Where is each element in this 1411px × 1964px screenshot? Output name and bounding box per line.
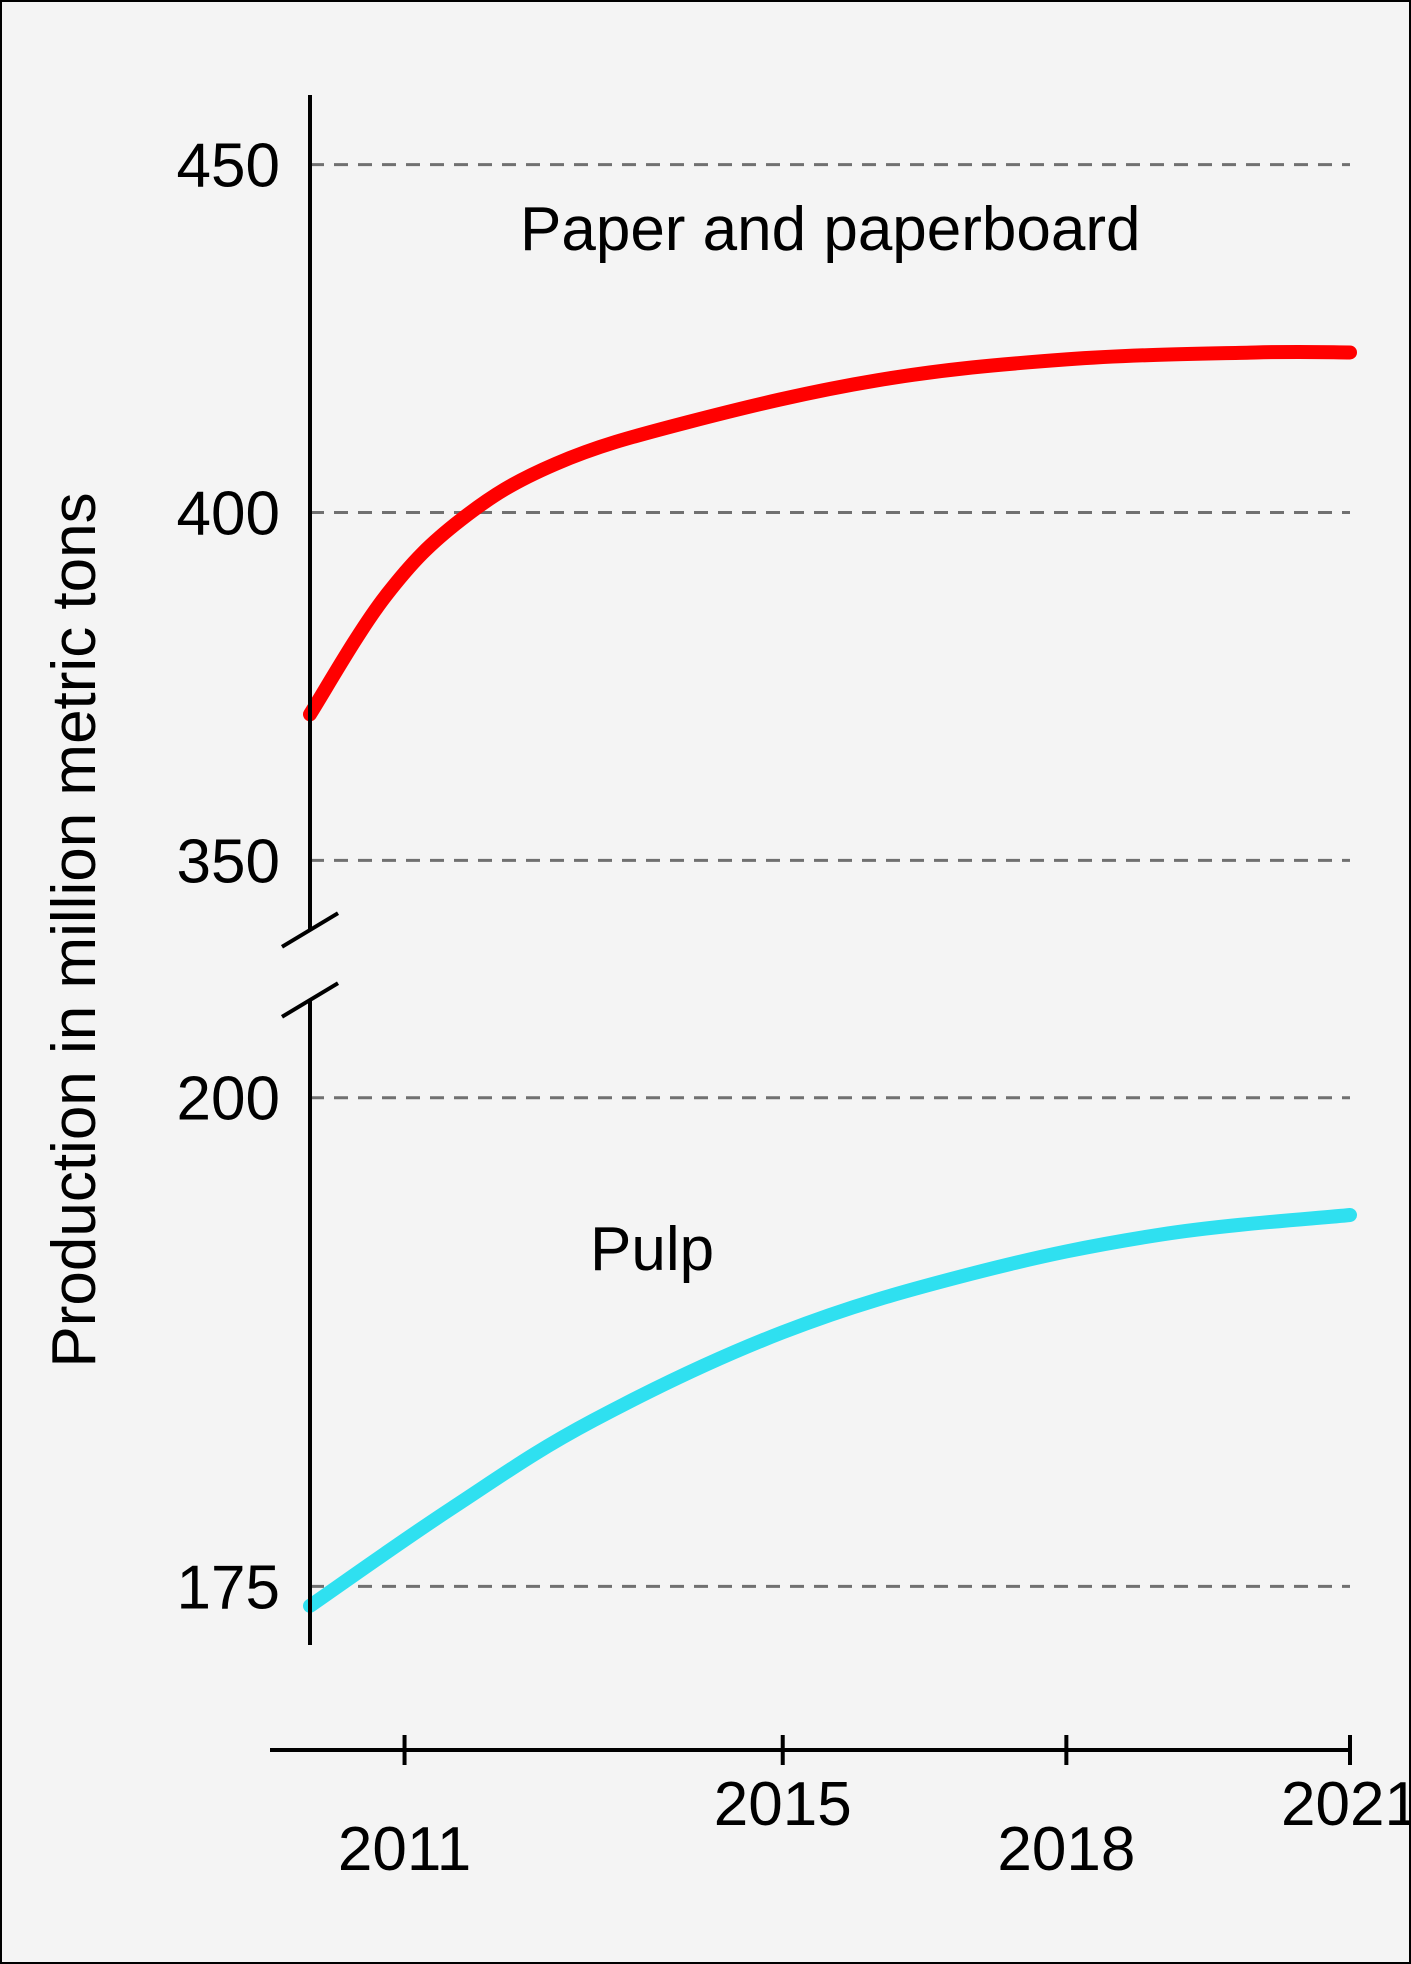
x-tick-label: 2021 [1281, 1770, 1411, 1839]
x-tick-label: 2015 [714, 1770, 852, 1839]
series-label: Paper and paperboard [520, 195, 1140, 264]
production-chart: 350 400 450 175 200 Paper and paperboard Pulp 2… [0, 0, 1411, 1964]
y-axis-label: Production in million metric tons [40, 492, 109, 1367]
x-tick-label: 2011 [338, 1815, 471, 1884]
y-tick-label: 400 [177, 480, 280, 549]
x-tick-label: 2018 [997, 1815, 1135, 1884]
y-tick-label: 200 [177, 1065, 280, 1134]
y-tick-label: 175 [177, 1553, 280, 1622]
y-tick-label: 450 [177, 132, 280, 201]
chart-container: 350 400 450 175 200 Paper and paperboard Pulp 2… [0, 0, 1411, 1964]
y-tick-label: 350 [177, 827, 280, 896]
series-label: Pulp [590, 1215, 714, 1284]
